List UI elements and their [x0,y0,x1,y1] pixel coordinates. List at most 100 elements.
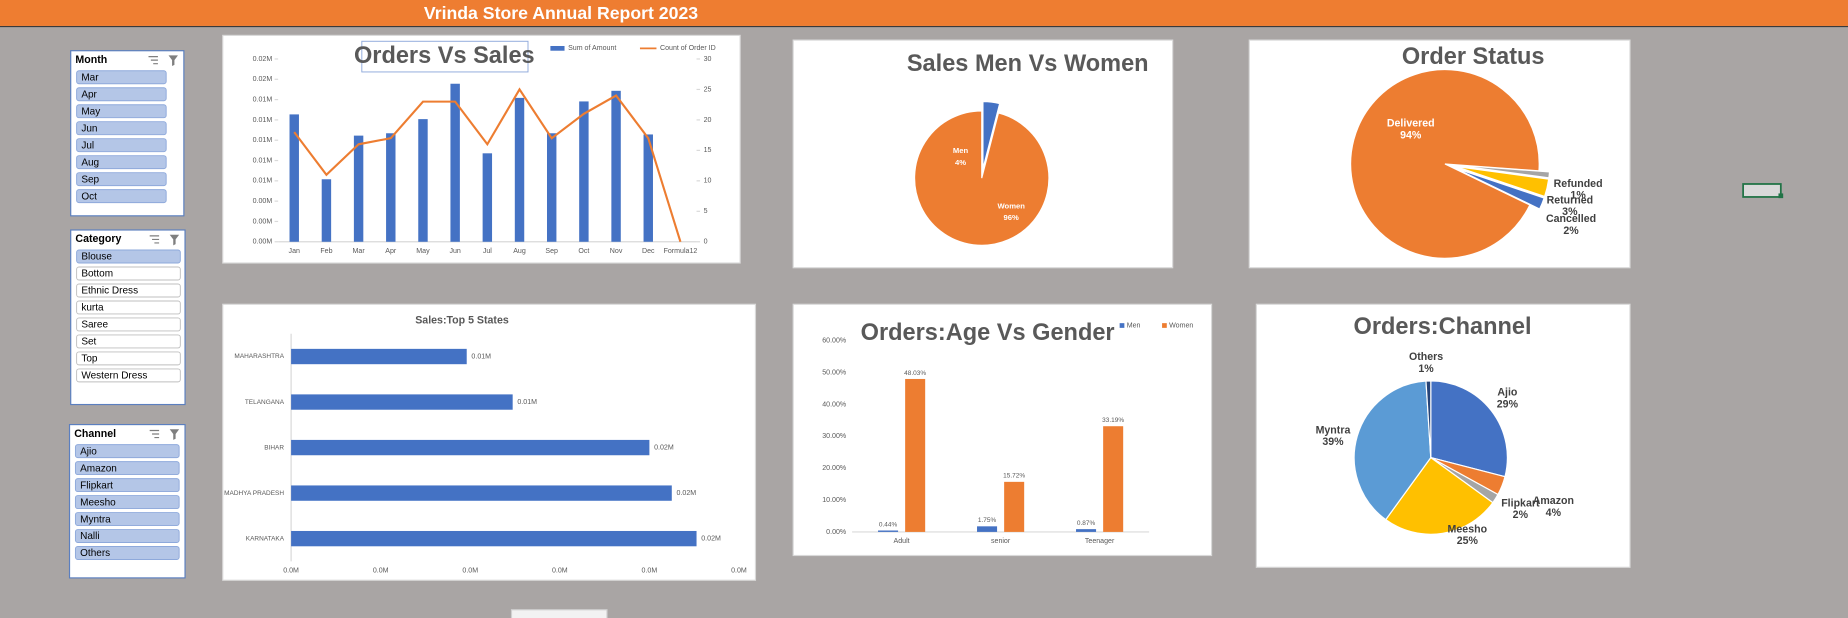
bar [546,133,557,242]
bar [1076,529,1097,532]
slice-label: Delivered [1387,118,1435,130]
slicer-item-label[interactable]: Nalli [80,531,99,542]
slicer-item[interactable] [76,121,167,136]
clear-filter-icon[interactable] [169,429,180,440]
slicer-item[interactable] [76,334,181,349]
slicer-item-label[interactable]: Saree [81,320,108,331]
line-series [293,87,682,243]
y-tick-label: KARNATAKA [246,535,285,542]
slicer-item[interactable] [76,87,167,102]
y-tick-label: 30.00% [822,433,847,440]
slicer-item-label[interactable]: kurta [81,303,104,314]
slicer-item[interactable] [76,104,167,119]
slicer-item[interactable] [76,283,181,298]
sheet-tab[interactable] [510,609,608,618]
value-label: 0.01M [471,353,491,360]
slicer-item[interactable] [76,249,181,264]
slicer-item-label[interactable]: Flipkart [80,480,113,491]
y-tick-label: MADHYA PRADESH [224,490,284,497]
slicer-item-label[interactable]: Others [80,548,110,559]
slicer-item[interactable] [76,155,167,170]
y-tick-label: 0.00M [253,239,273,246]
selected-cell[interactable] [1742,183,1782,198]
slicer-item-label[interactable]: Western Dress [81,371,147,382]
slicer-item[interactable] [74,444,180,459]
value-label: 0.02M [701,536,721,543]
slicer-item[interactable] [76,70,167,85]
y-tick-label: 0.01M [253,117,273,124]
clear-filter-icon[interactable] [169,234,180,246]
slicer-item-label[interactable]: Apr [81,89,97,100]
multi-select-icon[interactable] [149,235,160,244]
y-tick-label: 0.01M [253,178,273,185]
bar [289,114,299,242]
clear-filter-icon[interactable] [168,55,178,67]
slicer-item-label[interactable]: Top [81,354,98,365]
slicer-item[interactable] [76,368,181,383]
chart-title: Sales:Top 5 States [415,315,509,327]
legend-label: Men [1127,322,1141,329]
slicer-item[interactable] [74,512,180,527]
slicer-item-label[interactable]: Mar [81,72,99,83]
multi-select-icon[interactable] [148,56,158,65]
bar [291,394,513,410]
x-tick-label: 0.0M [552,568,568,575]
pie-slice [1384,456,1494,535]
slicer-item[interactable] [74,529,180,543]
slicer-item-label[interactable]: Aug [81,157,99,168]
slicer-item[interactable] [74,546,180,560]
value-label: 0.44% [879,521,898,528]
slicer-item[interactable] [76,266,181,281]
slicer-item-label[interactable]: Jun [81,123,97,134]
slicer-item[interactable] [74,478,180,493]
legend-swatch [1119,323,1125,328]
legend-label: Sum of Amount [568,45,616,52]
slicer-item-label[interactable]: Myntra [80,514,111,525]
slicer-item-label[interactable]: Jul [81,140,94,151]
slicer-item-label[interactable]: Amazon [80,463,117,474]
slicer-item[interactable] [76,172,167,187]
bar [291,439,650,456]
pie-slice [1455,164,1551,179]
slicer-item[interactable] [74,495,180,510]
x-tick-label: Apr [385,248,397,255]
slicer-item-label[interactable]: Sep [81,174,99,185]
slicer-item-label[interactable]: Oct [81,191,97,202]
y-tick-label: 0.00% [826,529,847,536]
slicer-item[interactable] [74,461,180,476]
slicer-item-label[interactable]: Ethnic Dress [81,286,138,297]
slice-label: Meesho [1448,523,1488,535]
x-tick-label: Oct [578,248,589,255]
slicer-item-label[interactable]: May [81,106,100,117]
slicer-item-label[interactable]: Bottom [81,269,113,280]
pie-slice [1430,380,1508,478]
slicer-item-label[interactable]: Blouse [81,252,112,263]
slice-value-label: 1% [1570,190,1586,202]
y-tick-label: 60.00% [822,338,847,345]
chart-title: Orders:Channel [1354,313,1532,339]
slice-value-label: 39% [1322,436,1344,448]
multi-select-icon[interactable] [149,429,160,439]
slicer-item[interactable] [76,300,181,315]
title-frame [361,40,529,73]
value-label: 1.75% [978,517,997,524]
x-tick-label: 0.0M [373,568,389,575]
slicer-item-label[interactable]: Set [81,337,96,348]
slicer-item-label[interactable]: Meesho [80,497,116,508]
x-tick-label: Adult [894,538,910,545]
slice-value-label: 94% [1400,129,1422,141]
slicer-item[interactable] [76,138,167,153]
pie-slice [914,110,1050,246]
value-label: 33.19% [1102,417,1124,424]
y-tick-label: TELANGANA [245,399,285,406]
value-label: 15.72% [1003,473,1025,480]
slicer-item[interactable] [76,189,167,204]
bar [291,530,697,547]
y-tick-label: 0.00M [253,198,273,205]
legend-label: Count of Order ID [660,45,716,52]
slicer-item[interactable] [76,351,181,366]
slicer-item[interactable] [76,317,181,332]
slicer-item-label[interactable]: Ajio [80,446,97,457]
x-tick-label: 0.0M [462,568,478,575]
chart-title: Sales Men Vs Women [907,50,1149,76]
